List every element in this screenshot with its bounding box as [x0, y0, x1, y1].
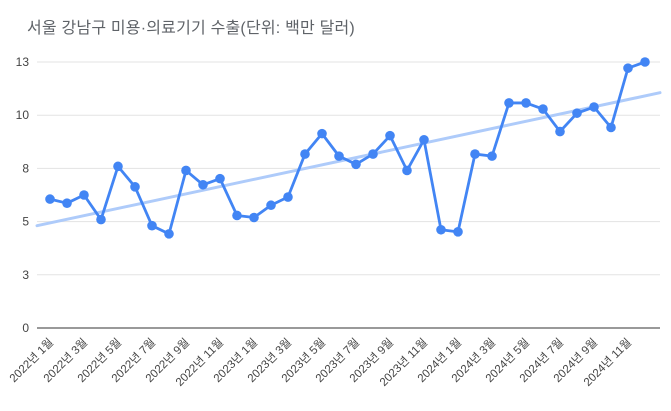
data-point [572, 108, 582, 118]
y-axis-tick-label: 10 [16, 108, 30, 122]
data-point [130, 182, 140, 192]
data-point [521, 98, 531, 108]
data-point [368, 149, 378, 159]
data-point [232, 210, 242, 221]
data-point [79, 190, 89, 200]
y-axis-tick-label: 3 [22, 268, 29, 282]
data-point [113, 161, 123, 172]
data-point [334, 151, 344, 161]
data-point [487, 151, 497, 161]
data-point [470, 149, 480, 159]
data-point [606, 122, 616, 133]
data-point [453, 227, 463, 237]
data-point [96, 214, 106, 225]
y-axis-tick-label: 8 [22, 161, 29, 175]
data-point [283, 192, 293, 202]
chart-title: 서울 강남구 미용·의료기기 수출(단위: 백만 달러) [27, 20, 355, 37]
data-point [147, 220, 157, 231]
data-point [555, 126, 565, 137]
y-axis-tick-label: 5 [22, 215, 29, 229]
data-point [538, 104, 548, 114]
series-line [48, 60, 647, 236]
data-point [198, 179, 208, 190]
data-point [300, 149, 310, 159]
data-point [402, 165, 412, 176]
data-point [249, 212, 259, 223]
data-point [62, 198, 72, 208]
data-point [351, 159, 361, 170]
data-point [45, 194, 55, 204]
y-axis-tick-label: 0 [22, 321, 29, 335]
data-point [385, 130, 395, 141]
data-point [640, 57, 650, 67]
data-point [436, 224, 446, 235]
data-point [181, 165, 191, 176]
data-point [266, 200, 276, 211]
data-point [589, 102, 599, 112]
data-point [164, 229, 174, 239]
data-point [419, 134, 429, 145]
data-point [215, 173, 225, 184]
data-point [504, 98, 514, 108]
y-axis-tick-label: 13 [16, 55, 30, 69]
data-point [317, 128, 327, 139]
data-point [623, 63, 633, 73]
